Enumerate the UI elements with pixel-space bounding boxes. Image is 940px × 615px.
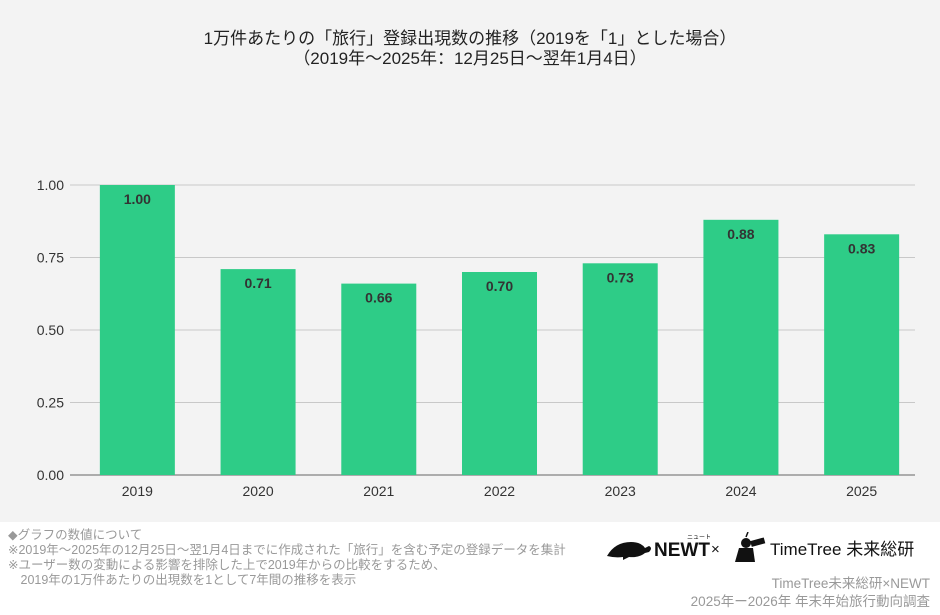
y-tick-label: 0.25 <box>37 395 64 411</box>
bar <box>99 185 175 475</box>
x-tick-label: 2022 <box>484 483 515 499</box>
x-tick-label: 2025 <box>846 483 877 499</box>
data-label: 0.66 <box>365 290 392 306</box>
data-label: 0.88 <box>727 226 754 242</box>
newt-ruby: ニュート <box>687 534 711 541</box>
data-label: 1.00 <box>124 191 151 207</box>
bar <box>220 269 296 475</box>
chart-subtitle: （2019年〜2025年：12月25日〜翌年1月4日） <box>293 49 647 68</box>
bar <box>462 272 537 475</box>
x-tick-label: 2021 <box>363 483 394 499</box>
bar <box>582 263 658 475</box>
y-tick-label: 0.75 <box>37 250 64 266</box>
bar <box>824 234 900 475</box>
bar <box>703 219 779 475</box>
x-tick-label: 2024 <box>725 483 756 499</box>
note-line: 2019年の1万件あたりの出現数を1として7年間の推移を表示 <box>8 573 357 587</box>
data-label: 0.83 <box>848 240 875 256</box>
x-tick-label: 2023 <box>605 483 636 499</box>
note-line: ◆グラフの数値について <box>8 528 143 542</box>
note-line: ※2019年〜2025年の12月25日〜翌1月4日までに作成された「旅行」を含む… <box>8 543 566 557</box>
x-tick-label: 2019 <box>122 483 153 499</box>
newt-turtle-icon <box>607 542 651 560</box>
y-tick-label: 1.00 <box>37 177 64 193</box>
partner-logos: NEWT ニュート × TimeTree 未来総研 <box>607 532 914 562</box>
times-symbol: × <box>711 541 720 558</box>
chart-area: 1万件あたりの「旅行」登録出現数の推移（2019を「1」とした場合） （2019… <box>0 0 940 522</box>
x-tick-label: 2020 <box>242 483 273 499</box>
credit-line-1: TimeTree未来総研×NEWT <box>771 576 930 591</box>
credit-line-2: 2025年ー2026年 年末年始旅行動向調査 <box>690 594 930 609</box>
data-label: 0.71 <box>244 275 271 291</box>
data-label: 0.70 <box>486 278 513 294</box>
y-tick-label: 0.50 <box>37 322 64 338</box>
y-tick-label: 0.00 <box>37 467 64 483</box>
data-label: 0.73 <box>607 269 634 285</box>
note-line: ※ユーザー数の変動による影響を排除した上で2019年からの比較をするため、 <box>8 558 446 572</box>
bar <box>341 283 417 475</box>
timetree-logo-text: TimeTree 未来総研 <box>770 540 914 559</box>
newt-logo-text: NEWT <box>654 540 710 561</box>
bar-chart: 0.00 0.25 0.50 0.75 1.00 1.00 2019 0.71 2020 0.66… <box>37 177 915 499</box>
chart-title: 1万件あたりの「旅行」登録出現数の推移（2019を「1」とした場合） <box>203 29 737 48</box>
timetree-explorer-icon <box>735 532 766 562</box>
notes: ◆グラフの数値について ※2019年〜2025年の12月25日〜翌1月4日までに… <box>8 528 566 588</box>
